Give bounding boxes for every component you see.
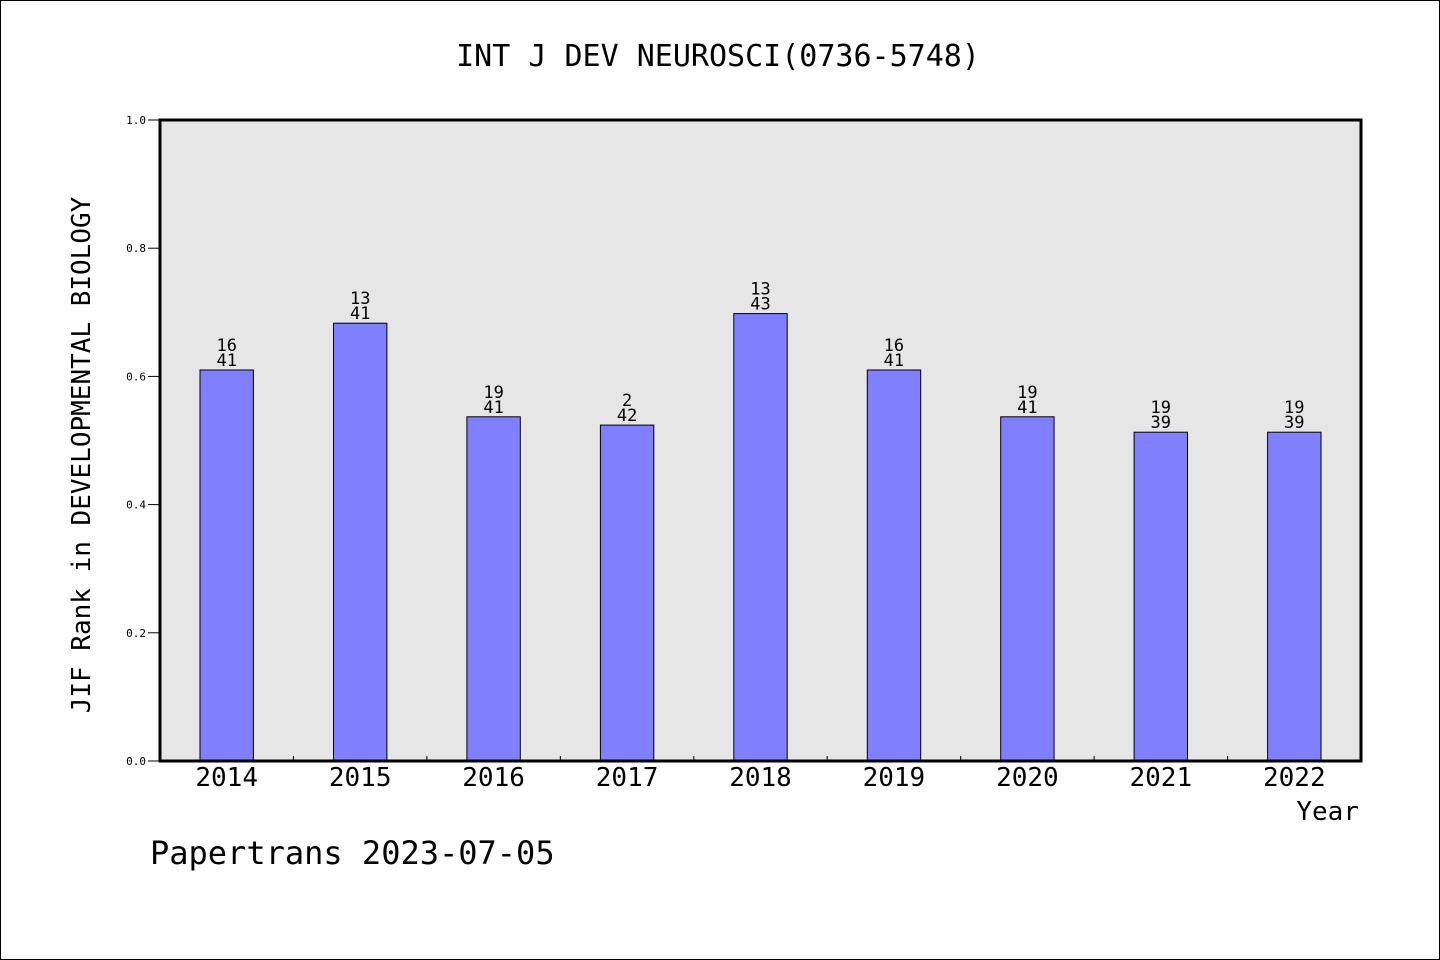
bar-label-rank-2017: 2 [622,391,632,411]
x-tick-label-2016: 2016 [462,763,525,793]
x-tick-label-2017: 2017 [596,763,659,793]
bar-label-total-2019: 41 [884,351,904,371]
y-axis-ticks: 0.0 0.2 0.4 0.6 0.8 1.0 [126,114,160,768]
bar-label-total-2015: 41 [350,304,370,324]
bar-label-rank-2015: 13 [350,289,370,309]
bar-2021 [1133,431,1188,762]
bar-2017 [599,424,655,762]
x-axis-label: Year [1296,797,1359,827]
bar-2022 [1267,431,1322,762]
y-tick-label-1.0: 1.0 [126,114,146,127]
y-tick-label-0.6: 0.6 [126,370,146,383]
y-tick-label-0.8: 0.8 [126,242,146,255]
x-tick-label-2022: 2022 [1263,763,1326,793]
x-tick-label-2019: 2019 [863,763,926,793]
y-axis-label: JIF Rank in DEVELOPMENTAL BIOLOGY [67,196,97,713]
bar-2014 [199,369,254,762]
x-tick-label-2018: 2018 [729,763,792,793]
bar-2020 [1000,416,1055,762]
x-tick-label-2014: 2014 [195,763,258,793]
bar-label-total-2020: 41 [1017,398,1037,418]
plot-border [158,118,1363,763]
y-tick-label-0.4: 0.4 [126,499,146,512]
bar-label-total-2014: 41 [216,351,236,371]
footer-source-date: Papertrans 2023-07-05 [150,834,555,872]
x-tick-label-2020: 2020 [996,763,1059,793]
bar-label-total-2018: 43 [750,295,770,315]
bar-label-rank-2022: 19 [1284,398,1304,418]
bar-label-total-2022: 39 [1284,413,1304,433]
bar-2019 [866,369,922,762]
bar-label-rank-2020: 19 [1017,383,1037,403]
x-axis-ticks: 2014 2015 2016 2017 2018 2019 2020 2021 2022 [195,756,1326,793]
y-tick-label-0.0: 0.0 [126,755,146,768]
bar-label-rank-2014: 16 [216,336,236,356]
bar-label-rank-2018: 13 [750,280,770,300]
bar-label-total-2021: 39 [1151,413,1171,433]
bar-2015 [333,322,388,762]
chart-title: INT J DEV NEUROSCI(0736-5748) [456,39,980,74]
bar-label-total-2017: 42 [617,406,637,426]
x-tick-label-2015: 2015 [329,763,392,793]
bar-label-total-2016: 41 [483,398,503,418]
bar-label-rank-2019: 16 [884,336,904,356]
x-tick-label-2021: 2021 [1129,763,1192,793]
bars-layer [199,313,1322,762]
bar-2018 [733,313,788,762]
bar-2016 [466,416,521,762]
y-tick-label-0.2: 0.2 [126,627,146,640]
bar-label-rank-2016: 19 [483,383,503,403]
bar-label-rank-2021: 19 [1151,398,1171,418]
